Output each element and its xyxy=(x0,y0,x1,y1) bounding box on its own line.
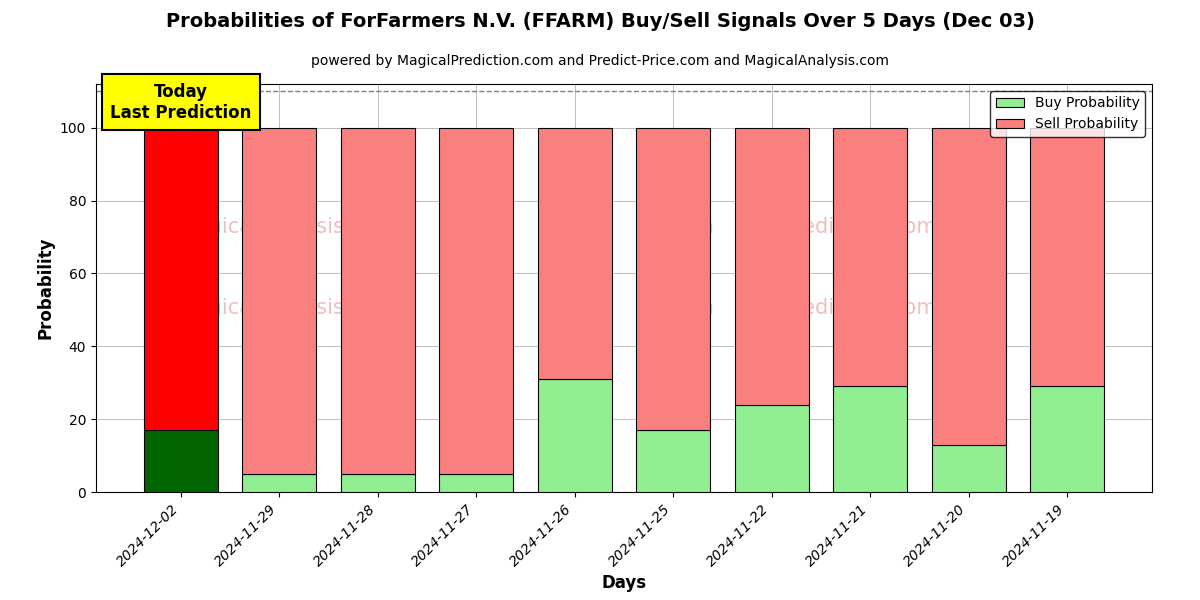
X-axis label: Days: Days xyxy=(601,574,647,592)
Bar xyxy=(439,128,514,474)
Text: Today
Last Prediction: Today Last Prediction xyxy=(110,83,252,122)
Bar xyxy=(1030,128,1104,386)
Bar xyxy=(931,445,1006,492)
Legend: Buy Probability, Sell Probability: Buy Probability, Sell Probability xyxy=(990,91,1145,137)
Bar xyxy=(242,128,317,474)
Text: MagicalAnalysis.com: MagicalAnalysis.com xyxy=(178,298,395,319)
Text: Probabilities of ForFarmers N.V. (FFARM) Buy/Sell Signals Over 5 Days (Dec 03): Probabilities of ForFarmers N.V. (FFARM)… xyxy=(166,12,1034,31)
Bar xyxy=(242,474,317,492)
Bar xyxy=(734,404,809,492)
Bar xyxy=(1030,386,1104,492)
Text: Magica: Magica xyxy=(640,298,714,319)
Bar xyxy=(636,128,710,430)
Bar xyxy=(931,128,1006,445)
Y-axis label: Probability: Probability xyxy=(36,237,54,339)
Text: Magica: Magica xyxy=(640,217,714,237)
Bar xyxy=(341,474,415,492)
Bar xyxy=(734,128,809,404)
Bar xyxy=(538,128,612,379)
Text: powered by MagicalPrediction.com and Predict-Price.com and MagicalAnalysis.com: powered by MagicalPrediction.com and Pre… xyxy=(311,54,889,68)
Bar xyxy=(341,128,415,474)
Bar xyxy=(144,430,218,492)
Bar xyxy=(833,386,907,492)
Text: lPrediction.com: lPrediction.com xyxy=(776,217,937,237)
Bar xyxy=(439,474,514,492)
Bar xyxy=(144,128,218,430)
Text: lPrediction.com: lPrediction.com xyxy=(776,298,937,319)
Text: MagicalAnalysis.com: MagicalAnalysis.com xyxy=(178,217,395,237)
Bar xyxy=(636,430,710,492)
Bar xyxy=(538,379,612,492)
Bar xyxy=(833,128,907,386)
